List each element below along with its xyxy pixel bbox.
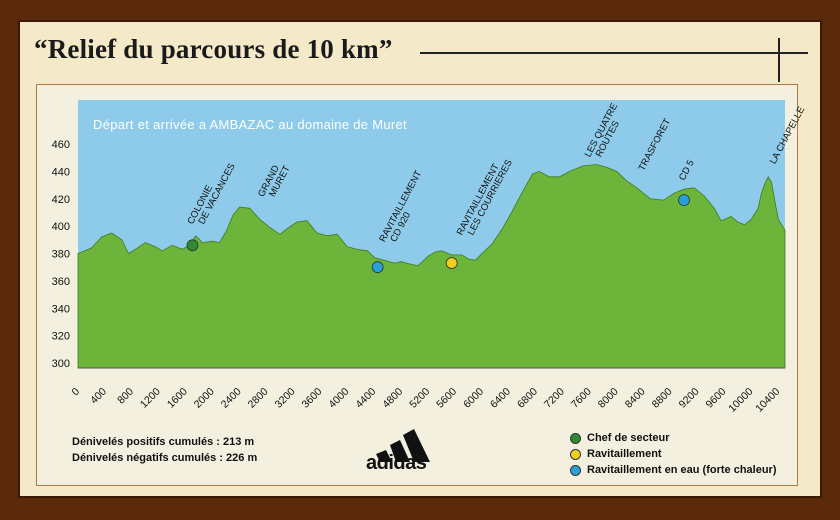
page-title: “Relief du parcours de 10 km”	[34, 34, 393, 64]
x-tick-label: 4400	[353, 386, 378, 411]
legend-item: Chef de secteur	[570, 430, 777, 446]
title-rule	[420, 52, 808, 54]
legend-label: Ravitaillement en eau (forte chaleur)	[587, 464, 777, 476]
checkpoint-marker	[445, 257, 458, 269]
y-tick-label: 420	[52, 194, 70, 206]
legend-item: Ravitaillement	[570, 446, 777, 462]
legend-dot-icon	[570, 464, 581, 476]
legend: Chef de secteur Ravitaillement Ravitaill…	[570, 430, 777, 478]
legend-dot-icon	[570, 448, 581, 460]
checkpoint-marker	[371, 261, 384, 274]
negative-elevation: Dénivelés négatifs cumulés : 226 m	[72, 452, 258, 464]
x-tick-label: 1600	[165, 386, 190, 411]
x-tick-label: 7600	[569, 386, 594, 411]
x-tick-label: 3200	[273, 386, 298, 411]
x-tick-label: 3600	[300, 386, 325, 411]
checkpoint-marker	[678, 194, 690, 207]
x-tick-label: 2000	[192, 386, 217, 411]
legend-item: Ravitaillement en eau (forte chaleur)	[570, 462, 777, 478]
x-tick-label: 4000	[326, 386, 351, 411]
adidas-logo-icon	[376, 429, 430, 462]
x-tick-label: 4800	[380, 386, 405, 411]
x-tick-label: 2400	[219, 386, 244, 411]
y-tick-label: 400	[52, 221, 70, 233]
legend-label: Ravitaillement	[587, 448, 662, 460]
x-tick-label: 6000	[461, 386, 486, 411]
x-tick-label: 0	[70, 386, 83, 399]
x-tick-label: 7200	[542, 386, 567, 411]
chart-subtitle: Départ et arrivée a AMBAZAC au domaine d…	[93, 117, 407, 132]
y-tick-label: 300	[52, 358, 70, 370]
elevation-profile-area	[77, 164, 786, 369]
title-rule-vertical	[778, 38, 780, 82]
x-tick-label: 400	[88, 386, 109, 407]
x-tick-label: 8400	[623, 386, 648, 411]
elevation-stats: Dénivelés positifs cumulés : 213 m Déniv…	[72, 434, 257, 466]
x-tick-label: 5200	[407, 386, 432, 411]
x-tick-label: 8000	[596, 386, 621, 411]
brand-name: adidas	[366, 452, 427, 474]
y-tick-label: 340	[52, 303, 70, 315]
x-tick-label: 1200	[138, 386, 163, 411]
x-tick-label: 6800	[515, 386, 540, 411]
x-tick-label: 800	[115, 386, 136, 407]
x-tick-label: 9600	[704, 386, 729, 411]
y-tick-label: 460	[52, 139, 70, 151]
legend-dot-icon	[570, 432, 581, 444]
y-tick-label: 440	[52, 166, 70, 178]
y-tick-label: 360	[52, 276, 70, 288]
positive-elevation: Dénivelés positifs cumulés : 213 m	[72, 436, 255, 448]
x-tick-label: 6400	[488, 386, 513, 411]
x-tick-label: 5600	[434, 386, 459, 411]
y-tick-label: 320	[52, 331, 70, 343]
legend-label: Chef de secteur	[587, 432, 670, 444]
y-tick-label: 380	[52, 249, 70, 261]
x-tick-label: 10400	[753, 386, 782, 415]
x-tick-label: 2800	[246, 386, 271, 411]
x-tick-label: 10000	[726, 386, 755, 415]
x-tick-label: 8800	[650, 386, 675, 411]
checkpoint-marker	[186, 239, 199, 252]
x-tick-label: 9200	[677, 386, 702, 411]
